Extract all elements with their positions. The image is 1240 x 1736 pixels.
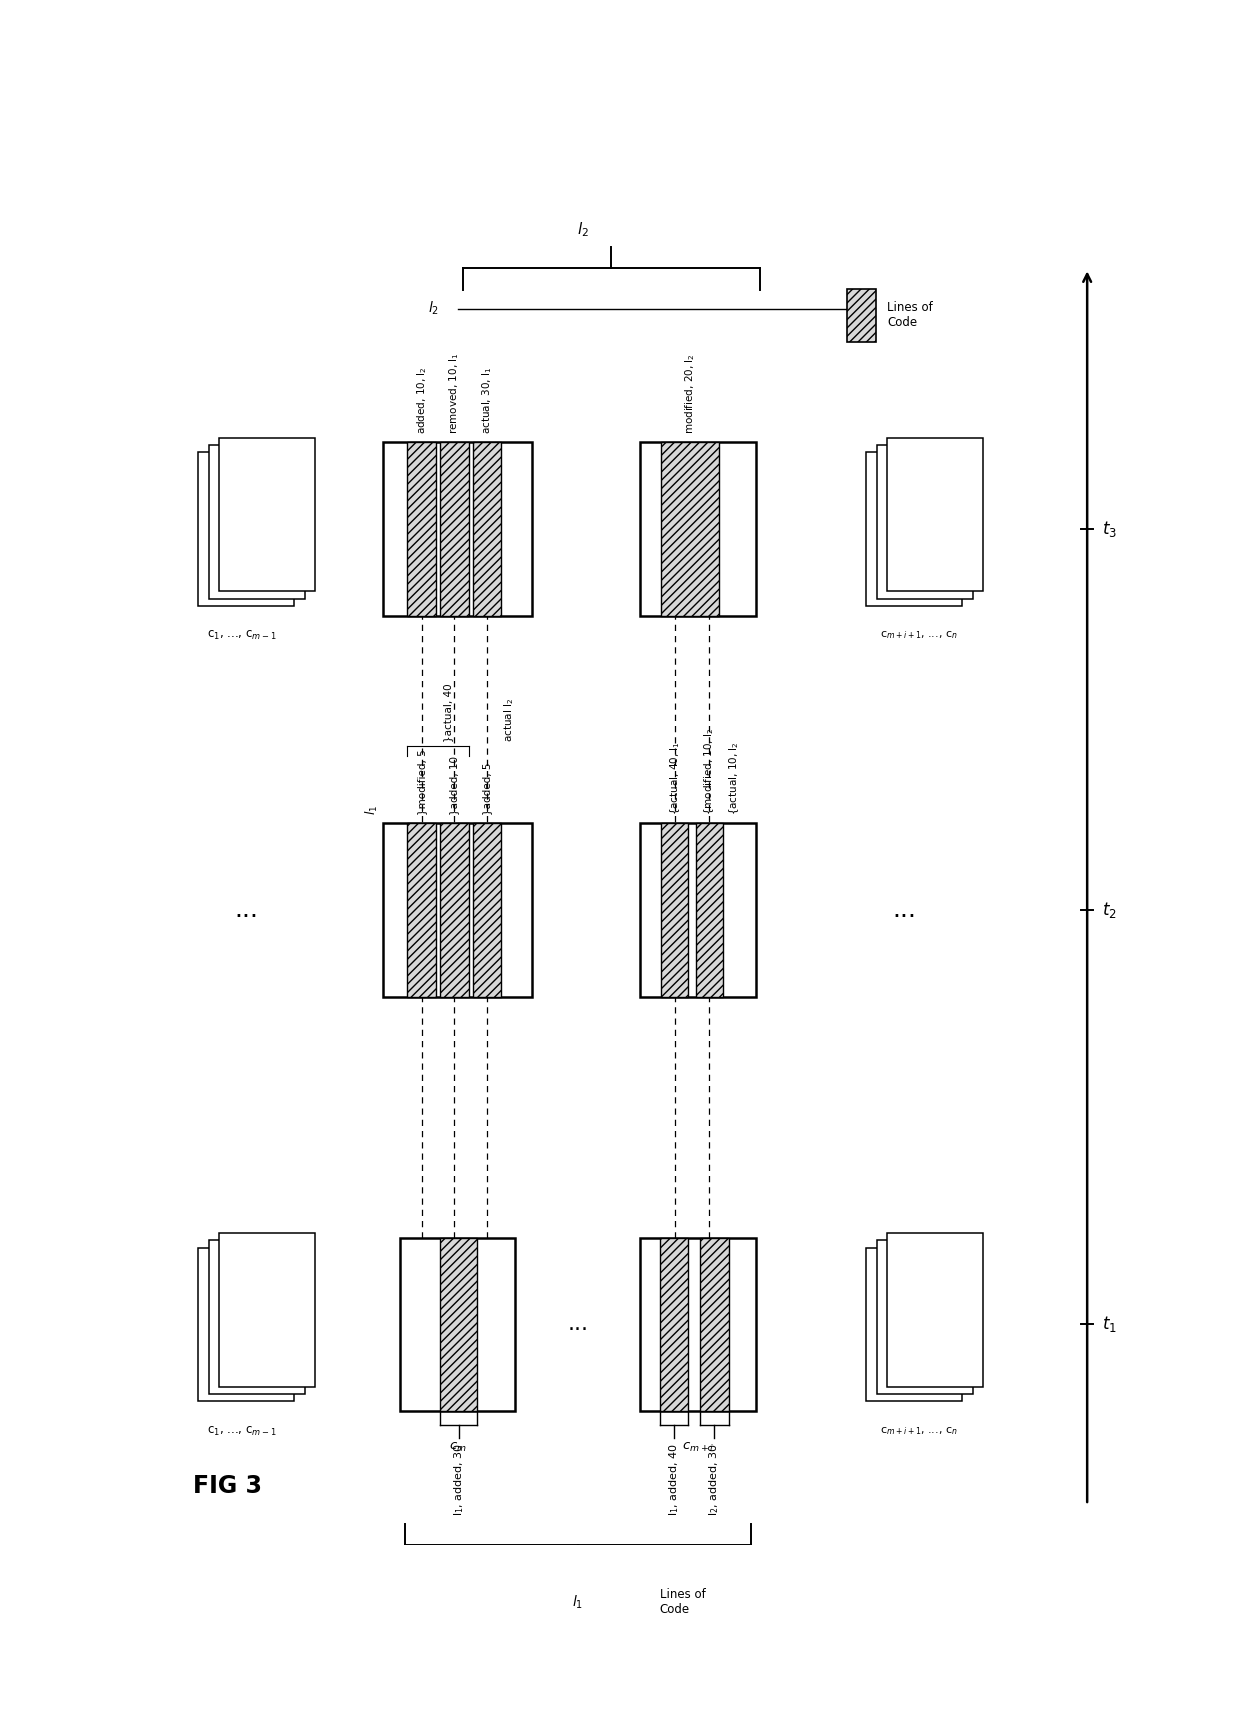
Bar: [888, 437, 983, 592]
Bar: [440, 823, 469, 996]
Text: t$_1$: t$_1$: [1101, 1314, 1117, 1335]
Bar: [208, 1240, 305, 1394]
Text: l$_1$, added, 30: l$_1$, added, 30: [451, 1443, 465, 1516]
Text: actual, 30, l$_1$: actual, 30, l$_1$: [480, 366, 494, 434]
Text: ...: ...: [234, 898, 258, 922]
Text: c$_{m+i+1}$, ..., c$_n$: c$_{m+i+1}$, ..., c$_n$: [880, 1425, 957, 1436]
Bar: [407, 823, 436, 996]
Bar: [472, 443, 501, 616]
Bar: [640, 823, 755, 996]
Bar: [440, 443, 469, 616]
Text: c$_1$, ..., c$_{m-1}$: c$_1$, ..., c$_{m-1}$: [207, 1425, 277, 1437]
Bar: [640, 443, 755, 616]
Text: t$_2$: t$_2$: [1101, 899, 1116, 920]
Text: l$_2$, added, 30: l$_2$, added, 30: [707, 1443, 722, 1516]
Bar: [407, 443, 436, 616]
Text: }modified, 5: }modified, 5: [417, 750, 427, 816]
Text: l$_1$: l$_1$: [363, 806, 379, 816]
Text: }added, 5: }added, 5: [482, 762, 492, 816]
Bar: [866, 1248, 962, 1401]
Text: c$_1$, ..., c$_{m-1}$: c$_1$, ..., c$_{m-1}$: [207, 630, 277, 642]
Bar: [198, 1248, 294, 1401]
Text: Lines of
Code: Lines of Code: [660, 1588, 706, 1616]
Bar: [401, 1238, 516, 1411]
Bar: [661, 823, 688, 996]
Bar: [660, 1238, 688, 1411]
Bar: [661, 443, 719, 616]
Bar: [198, 453, 294, 606]
Bar: [877, 1240, 973, 1394]
Bar: [383, 823, 532, 996]
Text: c$_{m+i+1}$, ..., c$_n$: c$_{m+i+1}$, ..., c$_n$: [880, 630, 957, 641]
Text: l$_2$: l$_2$: [428, 300, 439, 318]
Text: removed, 10, l$_1$: removed, 10, l$_1$: [448, 352, 461, 434]
Text: l$_1$, added, 40: l$_1$, added, 40: [667, 1443, 681, 1516]
Bar: [888, 1233, 983, 1387]
Bar: [699, 1238, 729, 1411]
Text: Lines of
Code: Lines of Code: [888, 302, 932, 330]
Text: {actual, 10, l$_2$: {actual, 10, l$_2$: [728, 741, 742, 816]
Text: l$_2$: l$_2$: [577, 220, 589, 240]
Bar: [877, 444, 973, 599]
Text: added, 10, l$_2$: added, 10, l$_2$: [414, 366, 429, 434]
Bar: [219, 1233, 315, 1387]
Text: c$_m$: c$_m$: [449, 1441, 466, 1453]
Bar: [616, 1571, 649, 1632]
Text: t$_3$: t$_3$: [1101, 519, 1117, 540]
Text: FIG 3: FIG 3: [193, 1474, 263, 1498]
Text: }actual, 40: }actual, 40: [443, 682, 453, 741]
Bar: [640, 1238, 755, 1411]
Text: ...: ...: [893, 898, 916, 922]
Bar: [383, 443, 532, 616]
Text: actual l$_2$: actual l$_2$: [502, 698, 516, 741]
Bar: [219, 437, 315, 592]
Text: c$_{m+i}$: c$_{m+i}$: [682, 1441, 714, 1453]
Text: {modified, 10, l$_2$: {modified, 10, l$_2$: [703, 727, 717, 816]
Bar: [847, 288, 875, 342]
Text: ...: ...: [568, 1314, 588, 1335]
Text: }added, 10: }added, 10: [449, 757, 459, 816]
Bar: [208, 444, 305, 599]
Text: {actual, 40, l$_1$: {actual, 40, l$_1$: [668, 741, 682, 816]
Bar: [440, 1238, 477, 1411]
Text: l$_1$: l$_1$: [572, 1594, 584, 1611]
Bar: [696, 823, 723, 996]
Bar: [866, 453, 962, 606]
Text: modified, 20, l$_2$: modified, 20, l$_2$: [683, 354, 697, 434]
Bar: [472, 823, 501, 996]
